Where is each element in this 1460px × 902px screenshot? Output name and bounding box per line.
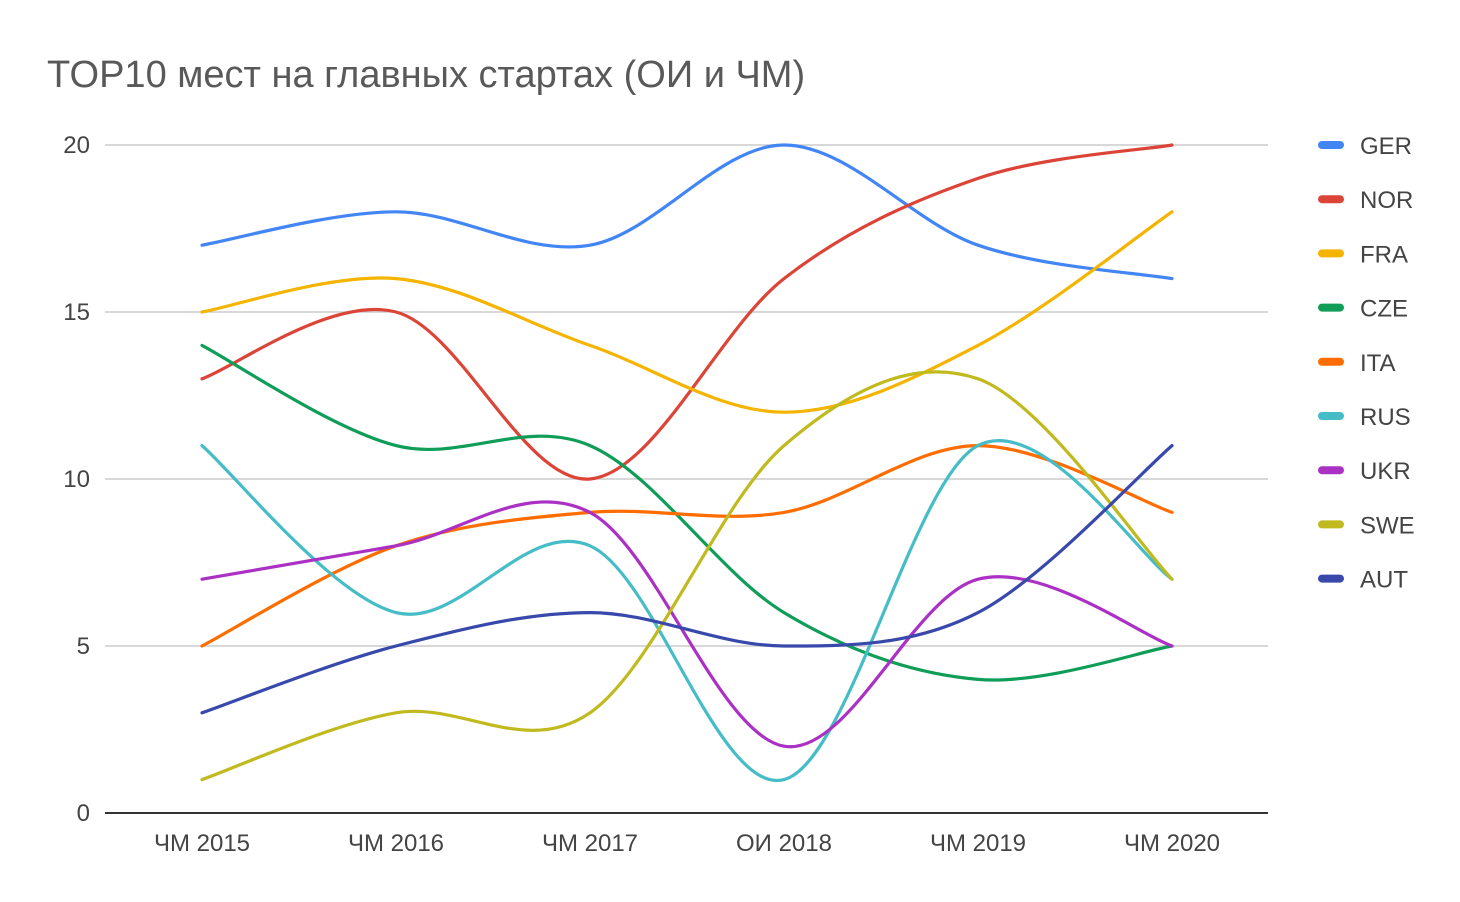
legend-swatch xyxy=(1318,466,1344,475)
legend-swatch xyxy=(1318,520,1344,529)
y-tick-label: 0 xyxy=(77,800,90,827)
legend-label: RUS xyxy=(1360,404,1411,431)
y-axis-ticks: 0 5 10 15 20 xyxy=(63,132,90,827)
legend-swatch xyxy=(1318,574,1344,583)
x-tick-label: ЧМ 2016 xyxy=(348,830,444,857)
legend-label: NOR xyxy=(1360,187,1413,214)
legend-label: CZE xyxy=(1360,296,1408,323)
y-tick-label: 20 xyxy=(63,132,90,159)
series-line-ukr xyxy=(200,500,1174,749)
x-axis-ticks: ЧМ 2015 ЧМ 2016 ЧМ 2017 ОИ 2018 ЧМ 2019 ЧМ 20… xyxy=(154,830,1220,857)
series-line-aut xyxy=(200,444,1174,715)
x-tick-label: ЧМ 2017 xyxy=(542,830,638,857)
legend-item-swe[interactable]: SWE xyxy=(1318,512,1415,539)
legend-item-nor[interactable]: NOR xyxy=(1318,187,1413,214)
legend-label: SWE xyxy=(1360,512,1415,539)
legend-label: GER xyxy=(1360,133,1412,160)
series-line-nor xyxy=(200,143,1174,481)
series-lines xyxy=(200,143,1174,782)
legend-label: ITA xyxy=(1360,350,1396,377)
chart-title: TOP10 мест на главных стартах (ОИ и ЧМ) xyxy=(47,54,805,96)
legend-label: AUT xyxy=(1360,567,1408,594)
legend-label: UKR xyxy=(1360,458,1411,485)
legend: GER NOR FRA CZE ITA RUS UKR SWE AUT xyxy=(1318,133,1415,594)
gridlines xyxy=(105,144,1268,814)
series-line-swe xyxy=(200,370,1174,782)
legend-swatch xyxy=(1318,141,1344,149)
y-tick-label: 15 xyxy=(63,299,90,326)
legend-item-aut[interactable]: AUT xyxy=(1318,567,1408,594)
x-tick-label: ЧМ 2015 xyxy=(154,830,250,857)
legend-swatch xyxy=(1318,195,1344,204)
x-tick-label: ОИ 2018 xyxy=(736,830,832,857)
legend-item-ukr[interactable]: UKR xyxy=(1318,458,1411,485)
series-line-ita xyxy=(200,444,1174,648)
legend-item-ger[interactable]: GER xyxy=(1318,133,1412,160)
legend-item-fra[interactable]: FRA xyxy=(1318,241,1408,268)
legend-label: FRA xyxy=(1360,241,1408,268)
legend-item-cze[interactable]: CZE xyxy=(1318,296,1408,323)
series-line-rus xyxy=(200,439,1174,782)
legend-item-rus[interactable]: RUS xyxy=(1318,404,1411,431)
x-tick-label: ЧМ 2020 xyxy=(1124,830,1220,857)
x-tick-label: ЧМ 2019 xyxy=(930,830,1026,857)
legend-swatch xyxy=(1318,357,1344,366)
series-line-ger xyxy=(200,143,1174,281)
legend-item-ita[interactable]: ITA xyxy=(1318,350,1396,377)
y-tick-label: 5 xyxy=(77,633,90,660)
legend-swatch xyxy=(1318,303,1344,312)
series-line-fra xyxy=(200,210,1174,414)
legend-swatch xyxy=(1318,412,1344,420)
legend-swatch xyxy=(1318,249,1344,258)
y-tick-label: 10 xyxy=(63,466,90,493)
series-line-cze xyxy=(200,343,1174,682)
